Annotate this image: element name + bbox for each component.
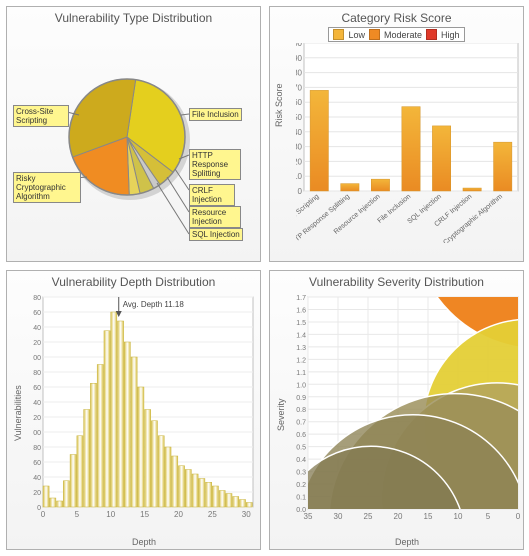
svg-text:30: 30 [296, 143, 303, 152]
svg-text:260: 260 [33, 310, 41, 317]
svg-text:280: 280 [33, 295, 41, 302]
svg-text:15: 15 [424, 512, 433, 521]
panel-vuln-type-distribution: Vulnerability Type Distribution File Inc… [6, 6, 261, 262]
svg-text:140: 140 [33, 400, 41, 407]
svg-text:1.0: 1.0 [296, 382, 306, 389]
callout-label: Resource Injection [189, 206, 241, 228]
svg-text:20: 20 [296, 157, 303, 166]
svg-text:60: 60 [33, 460, 41, 467]
xlabel-depth: Depth [132, 537, 156, 547]
svg-text:1.6: 1.6 [296, 307, 306, 314]
svg-text:0.2: 0.2 [296, 482, 306, 489]
svg-text:1.1: 1.1 [296, 370, 306, 377]
svg-text:10: 10 [454, 512, 463, 521]
svg-text:100: 100 [33, 430, 41, 437]
svg-text:20: 20 [174, 510, 183, 519]
svg-text:40: 40 [296, 128, 303, 137]
bar-chart-risk: 0102030405060708090100Cross-Site Scripti… [296, 43, 522, 243]
svg-text:70: 70 [296, 83, 303, 92]
svg-text:0.9: 0.9 [296, 395, 306, 402]
svg-text:5: 5 [486, 512, 491, 521]
chart-severity: 0.00.10.20.30.40.50.60.70.80.91.01.11.21… [296, 293, 522, 539]
svg-text:0.6: 0.6 [296, 432, 306, 439]
svg-text:30: 30 [334, 512, 343, 521]
callout-label: File Inclusion [189, 108, 242, 121]
svg-text:35: 35 [304, 512, 313, 521]
svg-text:180: 180 [33, 370, 41, 377]
svg-text:25: 25 [364, 512, 373, 521]
svg-text:100: 100 [296, 43, 303, 48]
title-pie: Vulnerability Type Distribution [7, 7, 260, 27]
svg-text:50: 50 [296, 113, 303, 122]
title-depth: Vulnerability Depth Distribution [7, 271, 260, 291]
svg-text:0.4: 0.4 [296, 457, 306, 464]
svg-text:0.5: 0.5 [296, 445, 306, 452]
svg-text:0.8: 0.8 [296, 407, 306, 414]
legend-label: Low [348, 30, 365, 40]
svg-text:0: 0 [298, 187, 303, 196]
svg-text:15: 15 [140, 510, 149, 519]
svg-text:20: 20 [394, 512, 403, 521]
svg-text:80: 80 [33, 445, 41, 452]
svg-text:0.1: 0.1 [296, 495, 306, 502]
panel-category-risk-score: Category Risk Score Low Moderate High Risk… [269, 6, 524, 262]
svg-text:30: 30 [242, 510, 251, 519]
svg-text:40: 40 [33, 475, 41, 482]
svg-text:1.4: 1.4 [296, 332, 306, 339]
xlabel-severity: Depth [395, 537, 419, 547]
svg-text:1.3: 1.3 [296, 345, 306, 352]
svg-text:HTTP Response Splitting: HTTP Response Splitting [296, 193, 351, 243]
svg-text:0.7: 0.7 [296, 420, 306, 427]
svg-text:160: 160 [33, 385, 41, 392]
title-bar-risk: Category Risk Score [270, 7, 523, 27]
ylabel-depth: Vulnerabilities [13, 385, 23, 441]
svg-text:25: 25 [208, 510, 217, 519]
svg-text:0.3: 0.3 [296, 470, 306, 477]
svg-text:5: 5 [75, 510, 80, 519]
panel-depth-distribution: Vulnerability Depth Distribution Vulnera… [6, 270, 261, 550]
svg-text:220: 220 [33, 340, 41, 347]
svg-text:240: 240 [33, 325, 41, 332]
callout-label: CRLF Injection [189, 184, 235, 206]
svg-text:90: 90 [296, 54, 303, 63]
callout-label: HTTP Response Splitting [189, 149, 241, 180]
svg-text:200: 200 [33, 355, 41, 362]
svg-text:Avg. Depth 11.18: Avg. Depth 11.18 [123, 300, 185, 309]
svg-text:10: 10 [106, 510, 115, 519]
svg-text:120: 120 [33, 415, 41, 422]
svg-text:10: 10 [296, 172, 303, 181]
svg-text:1.2: 1.2 [296, 357, 306, 364]
callout-label: Cross-Site Scripting [13, 105, 69, 127]
svg-text:1.5: 1.5 [296, 320, 306, 327]
svg-text:0: 0 [41, 510, 46, 519]
legend-label: High [441, 30, 460, 40]
title-severity: Vulnerability Severity Distribution [270, 271, 523, 291]
legend-label: Moderate [384, 30, 422, 40]
histogram-depth: 0204060801001201401601802002202402602800… [33, 293, 259, 539]
panel-severity-distribution: Vulnerability Severity Distribution Seve… [269, 270, 524, 550]
svg-text:80: 80 [296, 69, 303, 78]
callout-label: Risky Cryptographic Algorithm [13, 172, 81, 203]
svg-text:60: 60 [296, 98, 303, 107]
callout-label: SQL Injection [189, 228, 243, 241]
svg-text:1.7: 1.7 [296, 295, 306, 302]
ylabel-risk: Risk Score [274, 83, 284, 127]
ylabel-severity: Severity [276, 398, 286, 431]
svg-text:20: 20 [33, 490, 41, 497]
svg-text:0: 0 [516, 512, 521, 521]
